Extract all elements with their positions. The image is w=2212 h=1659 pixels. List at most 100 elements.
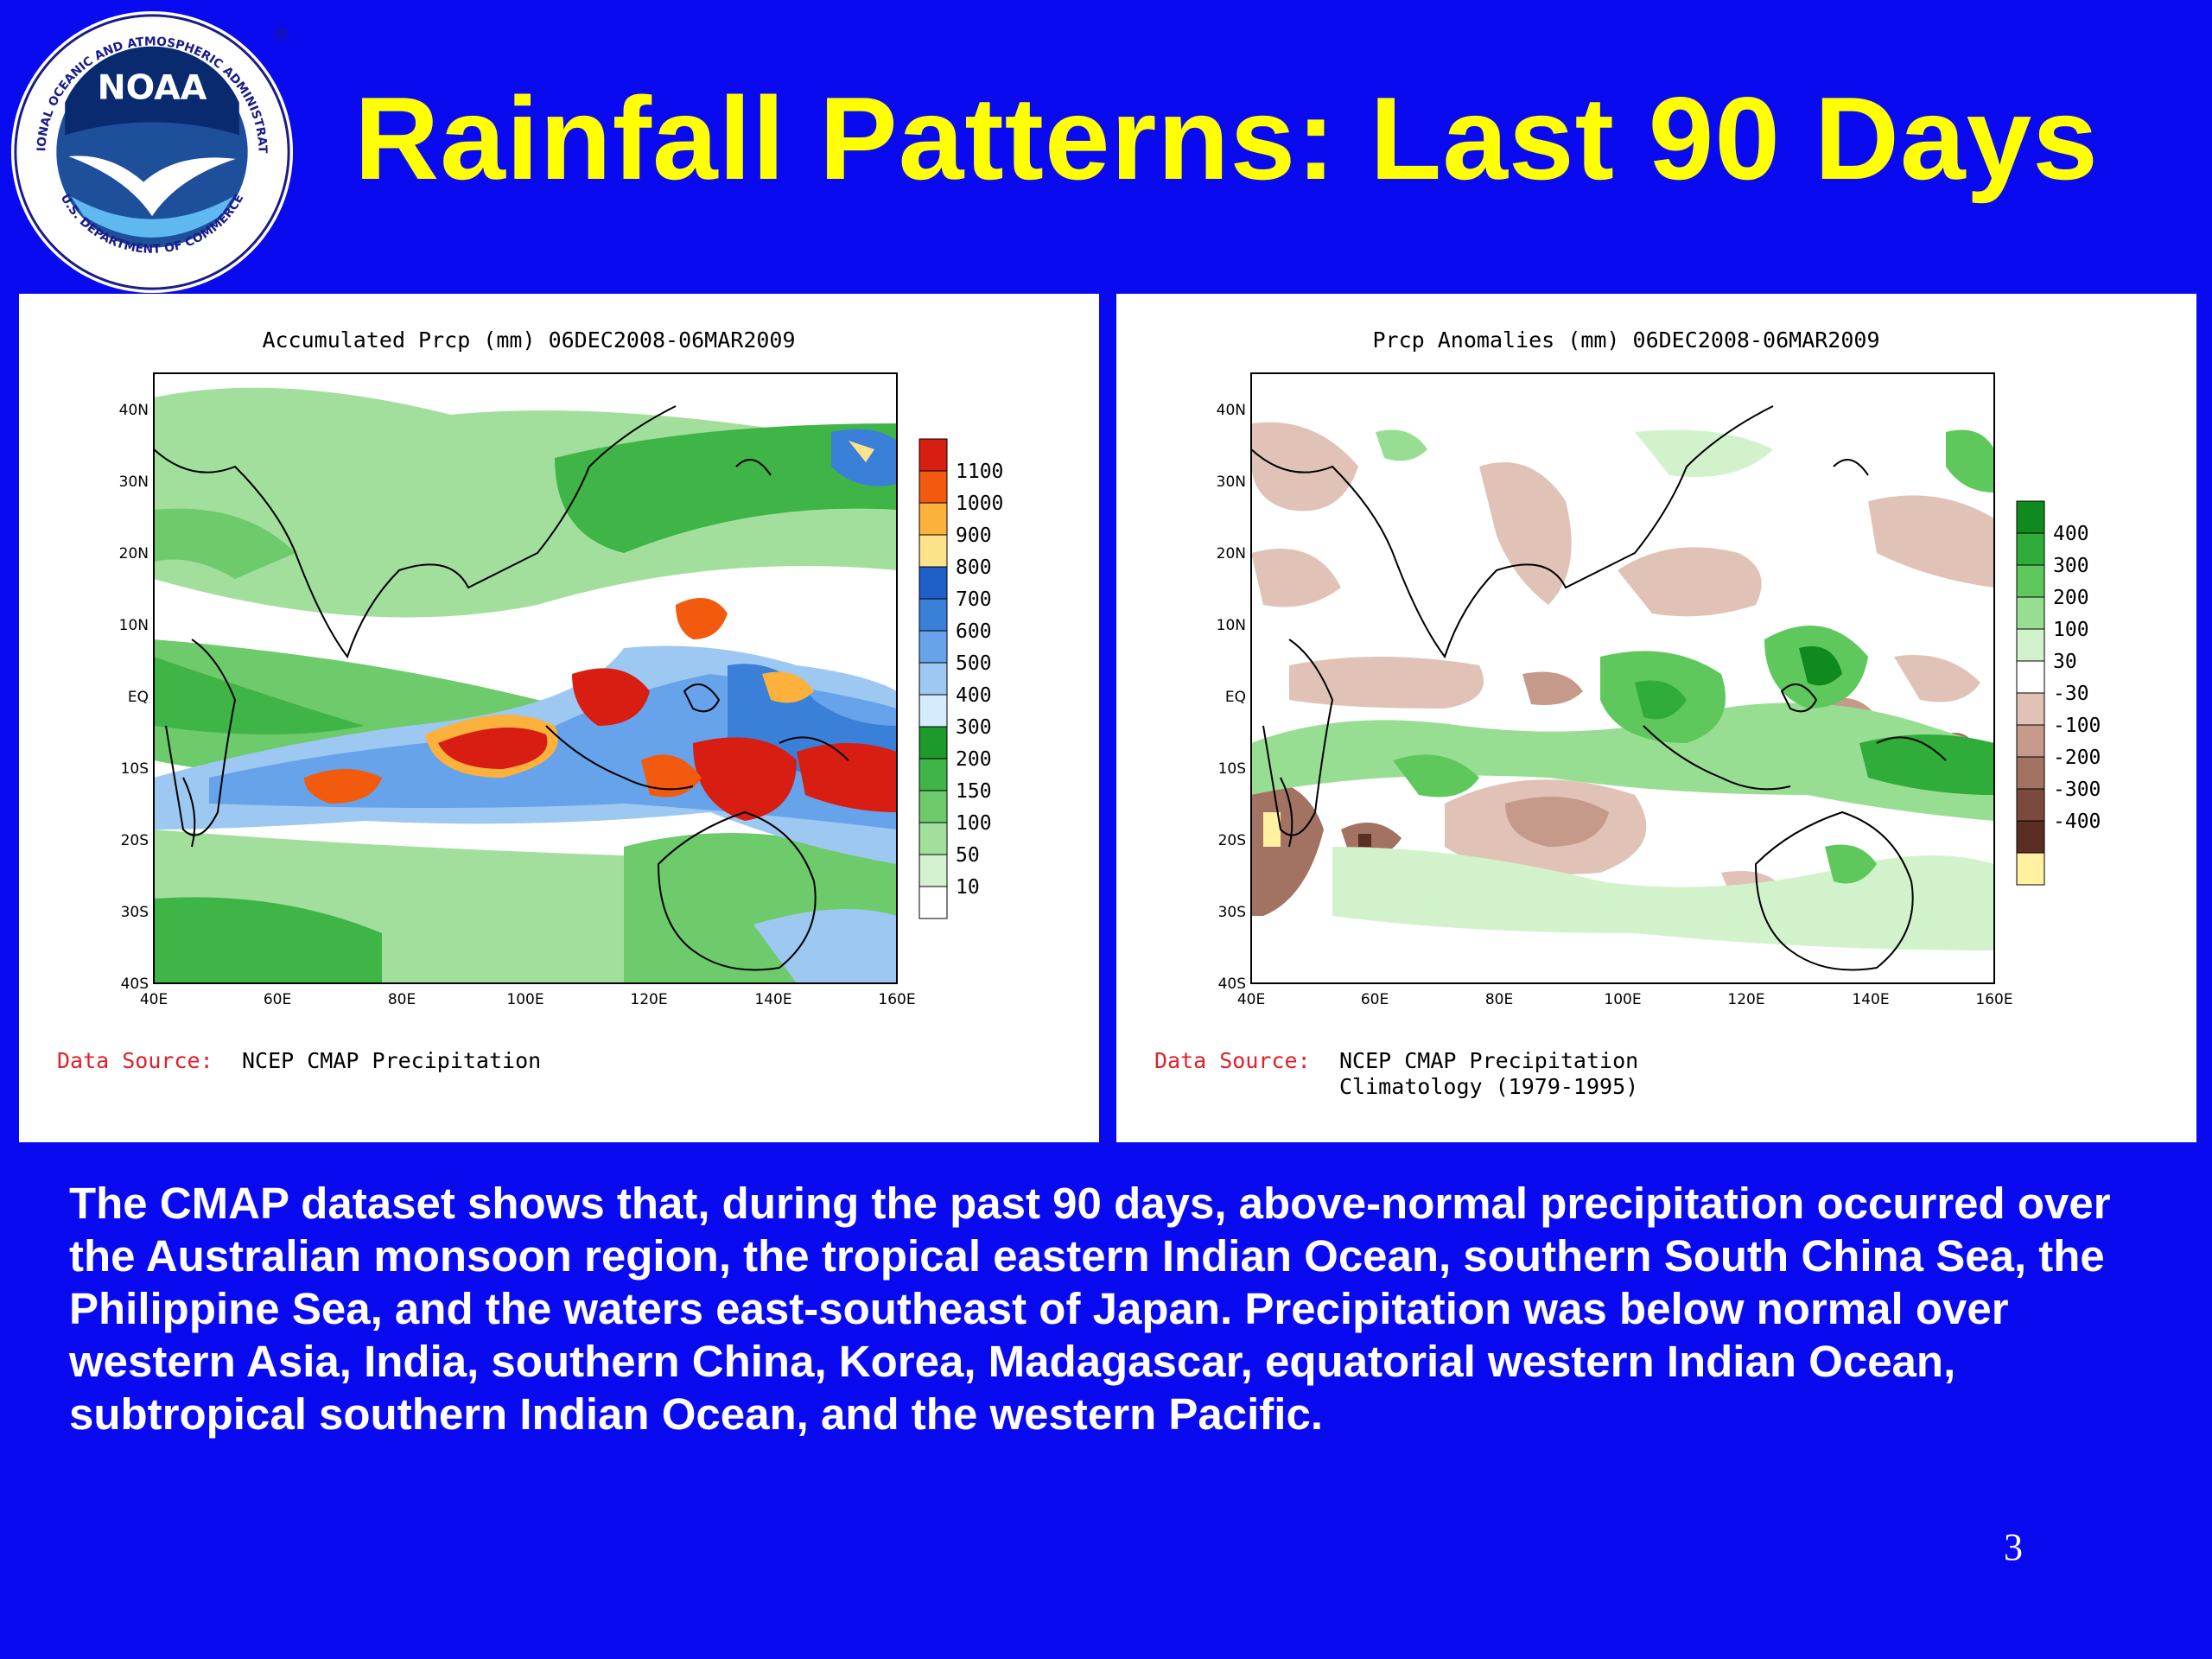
lat-tick-label: EQ <box>1225 689 1246 706</box>
map-area <box>1250 372 1995 984</box>
precip-anomalies-panel: Prcp Anomalies (mm) 06DEC2008-06MAR2009 <box>1116 294 2196 1142</box>
colorbar-swatch <box>918 854 948 887</box>
lat-tick-label: 10N <box>119 617 149 634</box>
lon-tick-label: 100E <box>506 991 543 1008</box>
colorbar-label: -30 <box>2053 683 2089 705</box>
precip-anomalies-map: Prcp Anomalies (mm) 06DEC2008-06MAR2009 <box>1154 327 2101 1099</box>
colorbar-swatch <box>918 630 948 664</box>
lon-tick-label: 160E <box>878 991 915 1008</box>
data-source-text: NCEP CMAP Precipitation <box>242 1048 541 1073</box>
colorbar-swatch <box>2016 852 2045 886</box>
lat-tick-label: 40S <box>1218 976 1246 993</box>
colorbar-label: -300 <box>2053 779 2101 801</box>
accumulated-precip-map: Accumulated Prcp (mm) 06DEC2008-06MAR200… <box>57 327 1003 1073</box>
slide-body-text: The CMAP dataset shows that, during the … <box>69 1179 2111 1439</box>
colorbar-label: 10 <box>956 876 980 899</box>
data-source-label: Data Source: <box>1154 1048 1311 1073</box>
colorbar-label: 500 <box>956 652 992 675</box>
climatology-text: Climatology (1979-1995) <box>1339 1074 1638 1099</box>
lon-tick-label: 80E <box>388 991 416 1008</box>
lat-tick-label: 30S <box>121 904 149 921</box>
colorbar-label: -100 <box>2053 715 2101 737</box>
colorbar-label: 200 <box>2053 587 2089 609</box>
lat-tick-label: 40N <box>1217 402 1246 419</box>
colorbar-label: 100 <box>956 812 992 835</box>
slide-title: Rainfall Patterns: Last 90 Days <box>354 73 2099 204</box>
lat-axis: 40N 30N 20N 10N EQ 10S 20S 30S 40S <box>1217 402 1246 993</box>
colorbar-swatch <box>918 470 948 504</box>
colorbar-swatch <box>2016 788 2045 822</box>
accumulated-precip-colorbar: 1100 1000 900 800 700 600 500 400 300 200 150 100 50… <box>918 438 1003 919</box>
data-source-text: NCEP CMAP Precipitation <box>1339 1048 1638 1073</box>
lat-tick-label: 20N <box>1217 545 1246 563</box>
colorbar-swatch <box>918 694 948 728</box>
lat-tick-label: 30S <box>1218 904 1246 921</box>
colorbar-swatch <box>2016 660 2045 694</box>
lat-tick-label: 30N <box>119 474 149 491</box>
colorbar-swatch <box>918 598 948 632</box>
colorbar-swatch <box>918 886 948 919</box>
colorbar-label: 150 <box>956 780 992 803</box>
lon-tick-label: 120E <box>630 991 667 1008</box>
colorbar-label: 100 <box>2053 619 2089 641</box>
seagull-icon <box>68 156 236 217</box>
lon-tick-label: 80E <box>1485 991 1513 1008</box>
colorbar-label: 50 <box>956 844 980 867</box>
colorbar-swatch <box>918 790 948 823</box>
accumulated-precip-panel: Accumulated Prcp (mm) 06DEC2008-06MAR200… <box>19 294 1099 1142</box>
colorbar-label: 200 <box>956 748 992 771</box>
colorbar-label: 700 <box>956 588 992 611</box>
colorbar-swatch <box>918 534 948 568</box>
lon-axis: 40E 60E 80E 100E 120E 140E 160E <box>140 991 916 1008</box>
map-area <box>153 372 898 984</box>
lon-axis: 40E 60E 80E 100E 120E 140E 160E <box>1237 991 2013 1008</box>
lon-tick-label: 140E <box>1852 991 1889 1008</box>
colorbar-swatch <box>2016 564 2045 598</box>
lon-tick-label: 40E <box>1237 991 1265 1008</box>
lat-tick-label: EQ <box>128 689 149 706</box>
colorbar-label: 900 <box>956 524 992 547</box>
colorbar-label: 800 <box>956 556 992 579</box>
colorbar-swatch <box>2016 724 2045 758</box>
colorbar-swatch <box>2016 596 2045 630</box>
logo-wordmark: NOAA <box>98 68 207 108</box>
colorbar-swatch <box>2016 756 2045 790</box>
map-title: Accumulated Prcp (mm) 06DEC2008-06MAR200… <box>262 327 795 353</box>
colorbar-label: 1100 <box>956 461 1003 483</box>
colorbar-label: 300 <box>956 716 992 739</box>
colorbar-label: 30 <box>2053 651 2077 673</box>
colorbar-swatch <box>918 566 948 600</box>
map-title: Prcp Anomalies (mm) 06DEC2008-06MAR2009 <box>1373 327 1880 353</box>
lon-tick-label: 100E <box>1604 991 1641 1008</box>
colorbar-swatch <box>2016 692 2045 726</box>
colorbar-label: 300 <box>2053 555 2089 577</box>
lon-tick-label: 140E <box>754 991 791 1008</box>
lat-tick-label: 30N <box>1217 474 1246 491</box>
colorbar-swatch <box>2016 628 2045 662</box>
lat-tick-label: 20S <box>121 832 149 849</box>
lat-axis: 40N 30N 20N 10N EQ 10S 20S 30S 40S <box>119 402 149 993</box>
colorbar-label: 1000 <box>956 493 1003 515</box>
colorbar-swatch <box>2016 532 2045 566</box>
colorbar-swatch <box>918 502 948 536</box>
lon-tick-label: 160E <box>1975 991 2012 1008</box>
colorbar-swatch <box>918 662 948 696</box>
lon-tick-label: 60E <box>264 991 291 1008</box>
lon-tick-label: 120E <box>1727 991 1764 1008</box>
lat-tick-label: 40N <box>119 402 149 419</box>
colorbar-swatch <box>2016 500 2045 534</box>
page-number: 3 <box>2004 1526 2023 1568</box>
lon-tick-label: 40E <box>140 991 168 1008</box>
lat-tick-label: 10N <box>1217 617 1246 634</box>
lat-tick-label: 20N <box>119 545 149 563</box>
colorbar-label: 400 <box>956 684 992 707</box>
lon-tick-label: 60E <box>1361 991 1389 1008</box>
colorbar-swatch <box>918 726 948 760</box>
colorbar-label: -200 <box>2053 747 2101 769</box>
lat-tick-label: 20S <box>1218 832 1246 849</box>
lat-tick-label: 10S <box>1218 760 1246 778</box>
registered-mark: ® <box>271 25 290 47</box>
data-source-label: Data Source: <box>57 1048 213 1073</box>
colorbar-swatch <box>918 438 948 472</box>
colorbar-label: 600 <box>956 620 992 643</box>
